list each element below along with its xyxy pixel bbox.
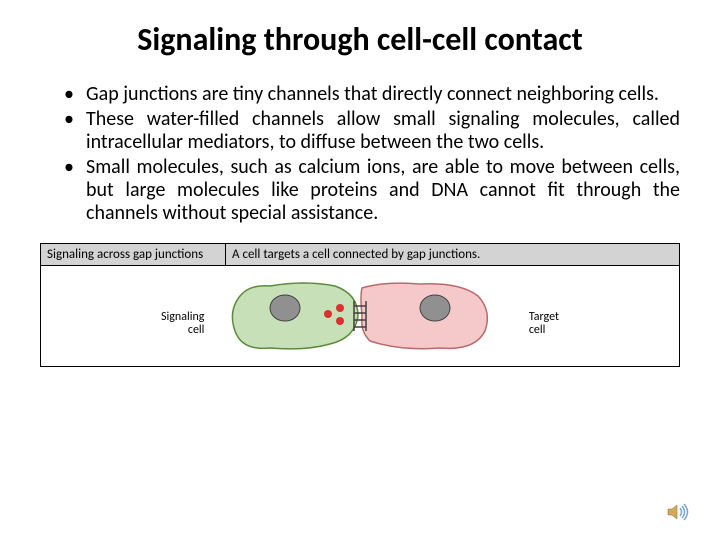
speaker-icon (666, 500, 690, 524)
diagram-container: Signaling across gap junctions A cell ta… (40, 243, 680, 367)
bullet-list: Gap junctions are tiny channels that dir… (40, 83, 680, 225)
signaling-cell-label: Signalingcell (161, 311, 204, 337)
signal-dot (324, 310, 332, 318)
bullet-item: Small molecules, such as calcium ions, a… (64, 156, 680, 225)
bullet-item: These water-filled channels allow small … (64, 108, 680, 154)
diagram-header-left: Signaling across gap junctions (41, 244, 226, 265)
diagram-body: Signalingcell Targetcell (41, 266, 679, 366)
signal-dot (336, 304, 344, 312)
slide-title: Signaling through cell-cell contact (40, 20, 680, 59)
bullet-item: Gap junctions are tiny channels that dir… (64, 83, 680, 106)
diagram-header: Signaling across gap junctions A cell ta… (41, 244, 679, 266)
cell-diagram (210, 266, 510, 366)
signal-dot (336, 317, 344, 325)
diagram-header-right: A cell targets a cell connected by gap j… (226, 244, 679, 265)
target-cell-label: Targetcell (529, 311, 559, 337)
